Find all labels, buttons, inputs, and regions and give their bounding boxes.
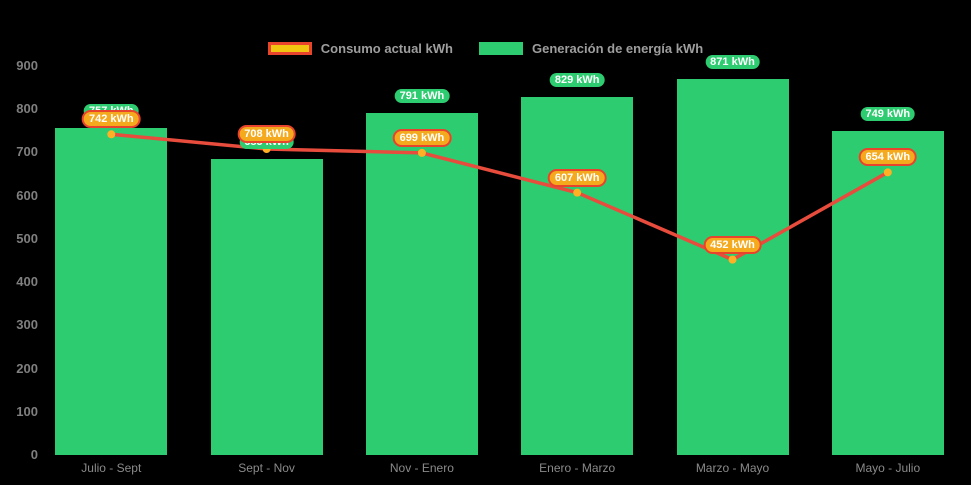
chart-legend: Consumo actual kWh Generación de energía… bbox=[0, 42, 971, 55]
x-axis-label: Julio - Sept bbox=[81, 461, 142, 475]
y-tick-label: 600 bbox=[16, 187, 38, 203]
consumption-point[interactable] bbox=[573, 188, 582, 197]
consumo-swatch-icon bbox=[267, 42, 312, 55]
generacion-swatch-icon bbox=[478, 42, 523, 55]
x-axis-label: Marzo - Mayo bbox=[695, 461, 770, 475]
x-axis-label: Nov - Enero bbox=[389, 461, 454, 475]
y-tick-label: 900 bbox=[16, 58, 38, 73]
generation-badge: 871 kWh bbox=[705, 54, 760, 69]
generation-bar[interactable] bbox=[55, 127, 168, 455]
consumption-badge: 654 kWh bbox=[858, 148, 918, 167]
x-axis-label: Mayo - Julio bbox=[855, 461, 921, 475]
generation-bar[interactable] bbox=[521, 96, 634, 455]
y-tick-label: 200 bbox=[16, 360, 38, 376]
generation-bar[interactable] bbox=[365, 113, 478, 455]
y-tick-label: 400 bbox=[16, 274, 38, 290]
legend-item-generacion[interactable]: Generación de energía kWh bbox=[478, 41, 704, 56]
consumption-point[interactable] bbox=[107, 130, 116, 139]
consumption-point[interactable] bbox=[728, 255, 737, 264]
generation-badge: 829 kWh bbox=[549, 72, 605, 87]
y-tick-label: 300 bbox=[16, 317, 38, 333]
generation-bar[interactable] bbox=[831, 131, 944, 455]
consumption-badge: 607 kWh bbox=[547, 168, 607, 187]
x-axis-label: Enero - Marzo bbox=[539, 461, 616, 475]
generation-bar[interactable] bbox=[676, 78, 789, 455]
legend-item-consumo[interactable]: Consumo actual kWh bbox=[267, 41, 453, 56]
legend-label-consumo: Consumo actual kWh bbox=[320, 41, 453, 56]
x-axis-label: Sept - Nov bbox=[238, 461, 295, 475]
y-tick-label: 500 bbox=[16, 230, 38, 246]
consumption-badge: 699 kWh bbox=[392, 128, 452, 147]
consumption-badge: 708 kWh bbox=[237, 124, 296, 143]
consumption-badge: 452 kWh bbox=[703, 235, 762, 254]
consumption-point[interactable] bbox=[883, 168, 892, 177]
y-tick-label: 100 bbox=[16, 403, 38, 419]
consumption-badge: 742 kWh bbox=[81, 110, 141, 129]
y-tick-label: 0 bbox=[30, 447, 38, 462]
generation-bar[interactable] bbox=[210, 158, 323, 455]
y-tick-label: 700 bbox=[16, 144, 38, 160]
legend-label-generacion: Generación de energía kWh bbox=[531, 41, 704, 56]
consumption-point[interactable] bbox=[417, 148, 426, 157]
generation-badge: 749 kWh bbox=[860, 107, 916, 122]
generation-badge: 791 kWh bbox=[394, 89, 450, 104]
y-tick-label: 800 bbox=[16, 101, 38, 117]
